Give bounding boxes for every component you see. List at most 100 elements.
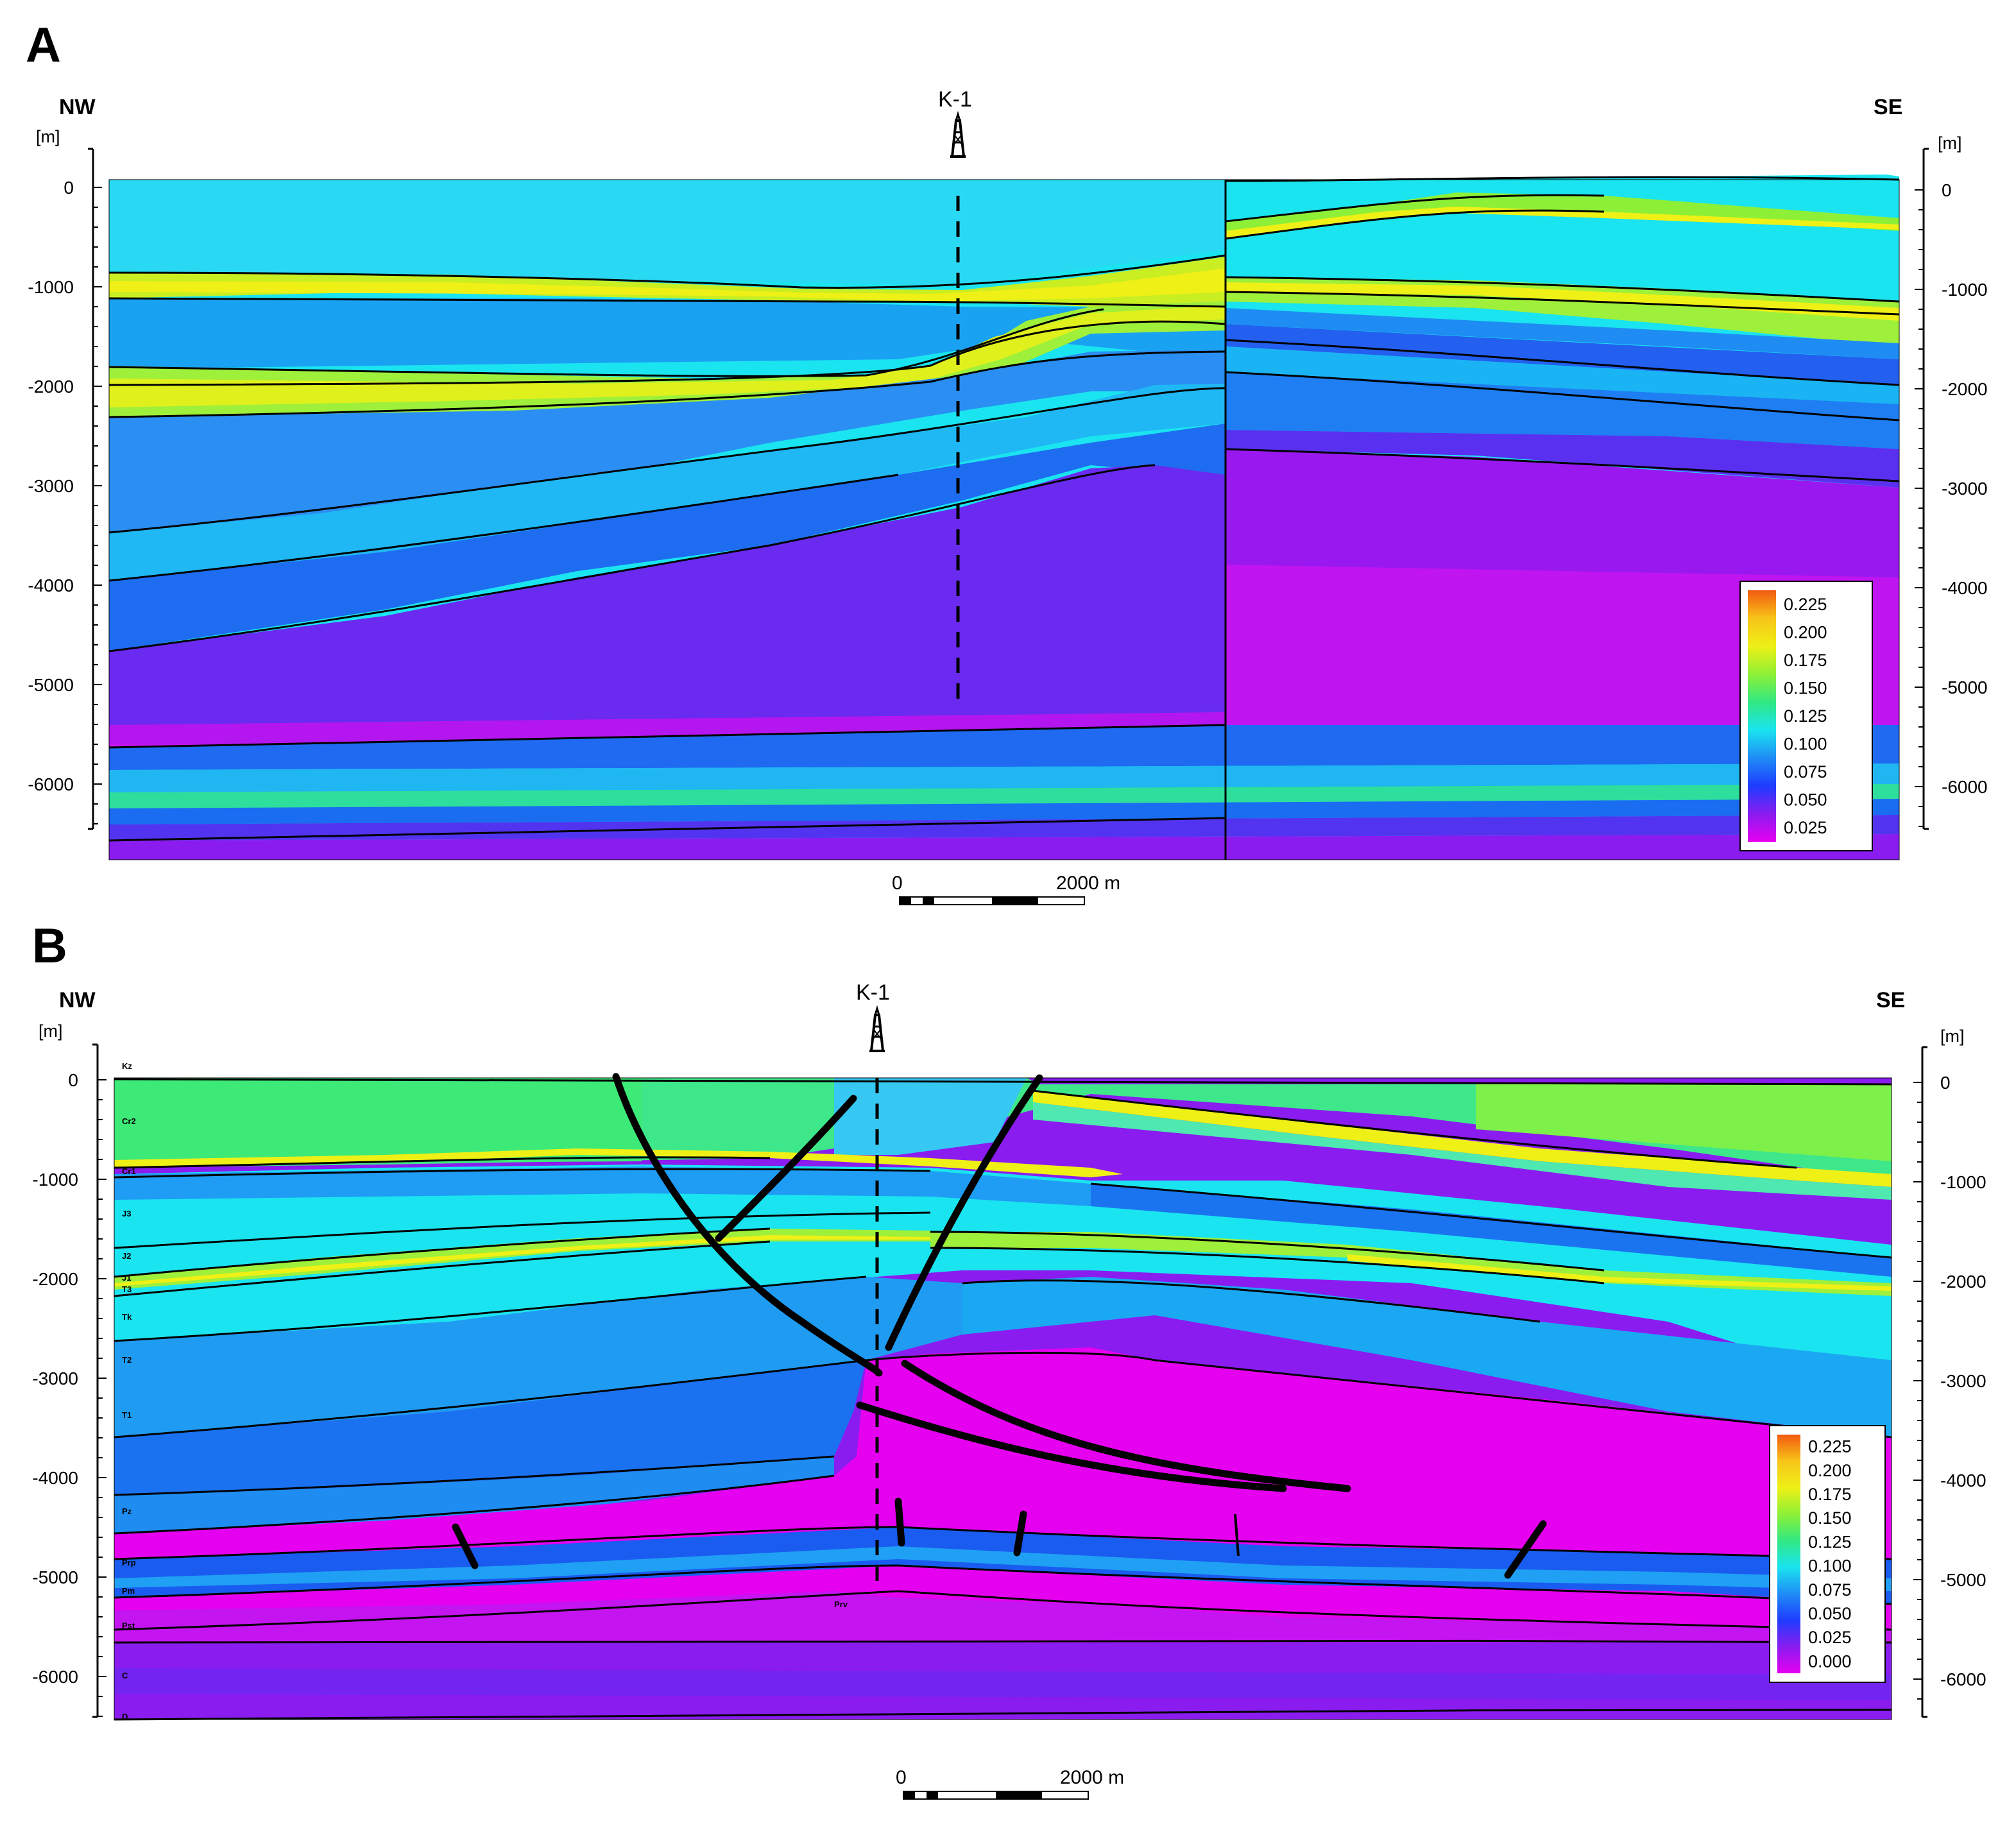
formation-label: D (122, 1712, 128, 1721)
section-body-a (109, 175, 1899, 860)
legend-value-label: 0.025 (1784, 818, 1827, 837)
depth-tick-label: 0 (64, 178, 74, 198)
legend-value-label: 0.075 (1784, 762, 1827, 781)
depth-tick-label: -6000 (32, 1667, 78, 1687)
formation-label: Pz (122, 1506, 132, 1516)
depth-axis-left-a: 0 -1000 -2000 -3000 -4000 -5000 -6000 (28, 148, 102, 830)
formation-label: Prp (122, 1558, 136, 1567)
panel-label-a: A (26, 18, 61, 73)
depth-tick-label: -1000 (1942, 280, 1988, 300)
legend-value-label: 0.100 (1784, 735, 1827, 754)
depth-tick-label: -5000 (28, 675, 74, 695)
direction-se-a: SE (1874, 95, 1902, 119)
legend-value-label: 0.000 (1808, 1651, 1852, 1671)
depth-tick-label: -4000 (1942, 578, 1988, 598)
color-legend-b: 0.225 0.200 0.175 0.150 0.125 0.100 0.075 0.050… (1769, 1425, 1886, 1683)
formation-label: Prv (834, 1600, 848, 1609)
formation-label: Tk (122, 1312, 132, 1322)
formation-label: T2 (122, 1355, 132, 1365)
depth-tick-label: -4000 (28, 576, 74, 595)
direction-nw-b: NW (59, 988, 96, 1012)
horizons-b (114, 1078, 1892, 1721)
legend-value-label: 0.050 (1784, 790, 1827, 810)
depth-tick-label: 0 (68, 1070, 78, 1090)
depth-tick-label: -1000 (28, 277, 74, 297)
well-label-b: K-1 (856, 980, 890, 1005)
formation-label: J3 (122, 1209, 131, 1218)
depth-tick-label: -4000 (1940, 1471, 1986, 1490)
formation-label: T1 (122, 1410, 132, 1420)
section-frame-a (108, 179, 1900, 860)
panel-label-b: B (32, 919, 67, 973)
depth-tick-label: -2000 (1940, 1272, 1986, 1292)
depth-tick-label: -4000 (32, 1468, 78, 1488)
formation-label: C (122, 1671, 128, 1680)
depth-unit-left-a: [m] (36, 127, 60, 146)
legend-value-label: 0.200 (1784, 622, 1827, 642)
legend-value-label: 0.100 (1808, 1557, 1852, 1576)
depth-tick-label: -6000 (1942, 777, 1988, 797)
formation-label: J2 (122, 1251, 131, 1261)
depth-unit-left-b: [m] (38, 1021, 63, 1041)
panel-b: B NW SE [m] [m] K-1 (32, 919, 1986, 1800)
depth-tick-label: -1000 (1940, 1172, 1986, 1192)
depth-tick-label: -2000 (1942, 379, 1988, 399)
section-body-b (114, 1073, 1892, 1721)
scale-bar-start-b: 0 (896, 1767, 907, 1788)
depth-tick-label: -5000 (32, 1567, 78, 1587)
depth-tick-label: -3000 (32, 1369, 78, 1388)
depth-tick-label: -3000 (28, 476, 74, 496)
well-derrick-icon (869, 1005, 885, 1052)
depth-tick-label: -5000 (1940, 1570, 1986, 1590)
depth-tick-label: -1000 (32, 1170, 78, 1190)
formation-label: J1 (122, 1273, 131, 1283)
depth-axis-left-b: 0 -1000 -2000 -3000 -4000 -5000 -6000 (32, 1043, 107, 1718)
legend-value-label: 0.175 (1784, 651, 1827, 670)
depth-tick-label: -6000 (28, 774, 74, 794)
depth-axis-right-a: 0 -1000 -2000 -3000 -4000 -5000 -6000 (1915, 148, 1988, 830)
fault-small-b (1234, 1514, 1240, 1557)
well-label-a: K-1 (938, 87, 972, 112)
formation-label: T3 (122, 1284, 132, 1294)
color-legend-a: 0.225 0.200 0.175 0.150 0.125 0.100 0.075 0.050… (1739, 581, 1873, 851)
scale-bar-start-a: 0 (892, 873, 903, 894)
legend-value-label: 0.225 (1784, 595, 1827, 614)
legend-value-label: 0.050 (1808, 1604, 1852, 1623)
legend-value-label: 0.075 (1808, 1580, 1852, 1600)
legend-value-label: 0.125 (1784, 706, 1827, 726)
depth-unit-right-a: [m] (1938, 133, 1962, 153)
depth-tick-label: -2000 (32, 1269, 78, 1289)
formation-label: Cr2 (122, 1116, 136, 1126)
depth-tick-label: 0 (1942, 180, 1952, 200)
legend-value-label: 0.150 (1784, 678, 1827, 697)
formation-label: Pst (122, 1621, 135, 1630)
faults-b (452, 1073, 1547, 1579)
scale-bar-a: 0 2000 m (892, 873, 1120, 905)
legend-value-label: 0.150 (1808, 1508, 1852, 1528)
depth-tick-label: -2000 (28, 377, 74, 397)
depth-tick-label: -6000 (1940, 1669, 1986, 1689)
direction-se-b: SE (1876, 988, 1905, 1012)
section-frame-b (114, 1077, 1892, 1720)
depth-tick-label: -5000 (1942, 678, 1988, 697)
legend-value-label: 0.200 (1808, 1461, 1852, 1480)
formation-label: Cr1 (122, 1166, 136, 1176)
depth-axis-right-b: 0 -1000 -2000 -3000 -4000 -5000 -6000 (1913, 1046, 1986, 1718)
formation-label: Kz (122, 1061, 132, 1071)
formation-label: Pm (122, 1586, 135, 1596)
scale-bar-end-b: 2000 m (1060, 1767, 1124, 1788)
legend-value-label: 0.225 (1808, 1437, 1852, 1456)
well-derrick-icon (950, 110, 966, 158)
scale-bar-b: 0 2000 m (896, 1767, 1124, 1800)
depth-tick-label: 0 (1940, 1073, 1951, 1093)
depth-unit-right-b: [m] (1940, 1027, 1965, 1046)
legend-value-label: 0.125 (1808, 1532, 1852, 1551)
depth-tick-label: -3000 (1940, 1371, 1986, 1391)
panel-a: A NW SE [m] [m] K-1 (26, 18, 1988, 905)
legend-value-label: 0.025 (1808, 1628, 1852, 1647)
direction-nw-a: NW (59, 95, 96, 119)
depth-tick-label: -3000 (1942, 479, 1988, 499)
